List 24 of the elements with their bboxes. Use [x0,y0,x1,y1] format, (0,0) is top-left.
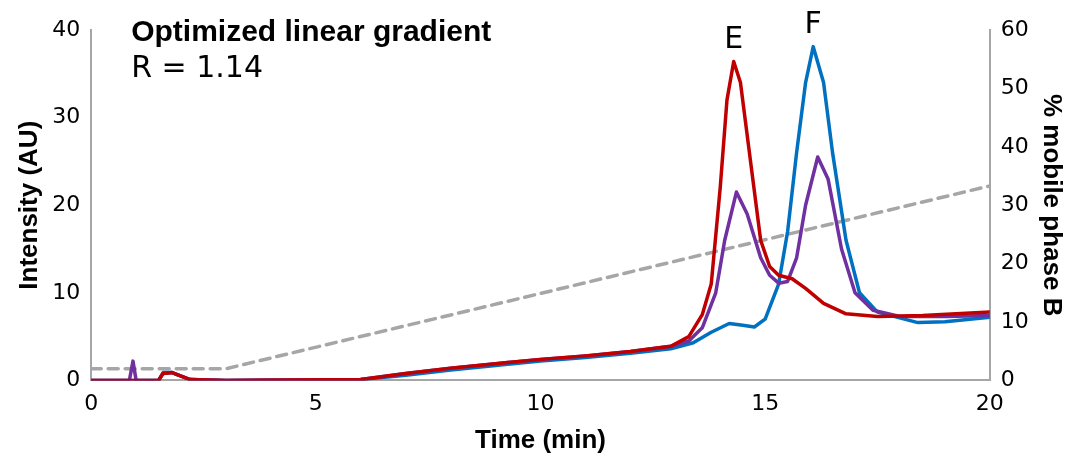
y2-tick-label: 40 [1000,132,1029,158]
y2-tick-label: 10 [1000,307,1029,333]
y2-tick-label: 60 [1000,15,1029,41]
annotation: F [804,5,822,41]
y2-axis-title: % mobile phase B [1038,93,1069,317]
y-tick-label: 40 [52,15,81,41]
annotation: E [724,20,744,56]
x-tick-label: 0 [84,390,99,416]
y2-tick-label: 0 [1000,366,1015,392]
x-axis-title: Time (min) [475,423,606,454]
y2-tick-label: 30 [1000,190,1029,216]
y2-tick-label: 20 [1000,249,1029,275]
x-tick-label: 15 [751,390,780,416]
x-tick-label: 20 [975,390,1004,416]
text: R = 1.14 [131,48,264,84]
chart-title: Optimized linear gradient [131,14,492,48]
x-tick-label: 10 [526,390,555,416]
y2-tick-label: 50 [1000,74,1029,100]
y-tick-label: 0 [66,366,81,392]
y-axis-title: Intensity (AU) [12,120,43,290]
x-tick-label: 5 [308,390,323,416]
y-tick-label: 20 [52,190,81,216]
y-tick-label: 30 [52,103,81,129]
y-tick-label: 10 [52,278,81,304]
